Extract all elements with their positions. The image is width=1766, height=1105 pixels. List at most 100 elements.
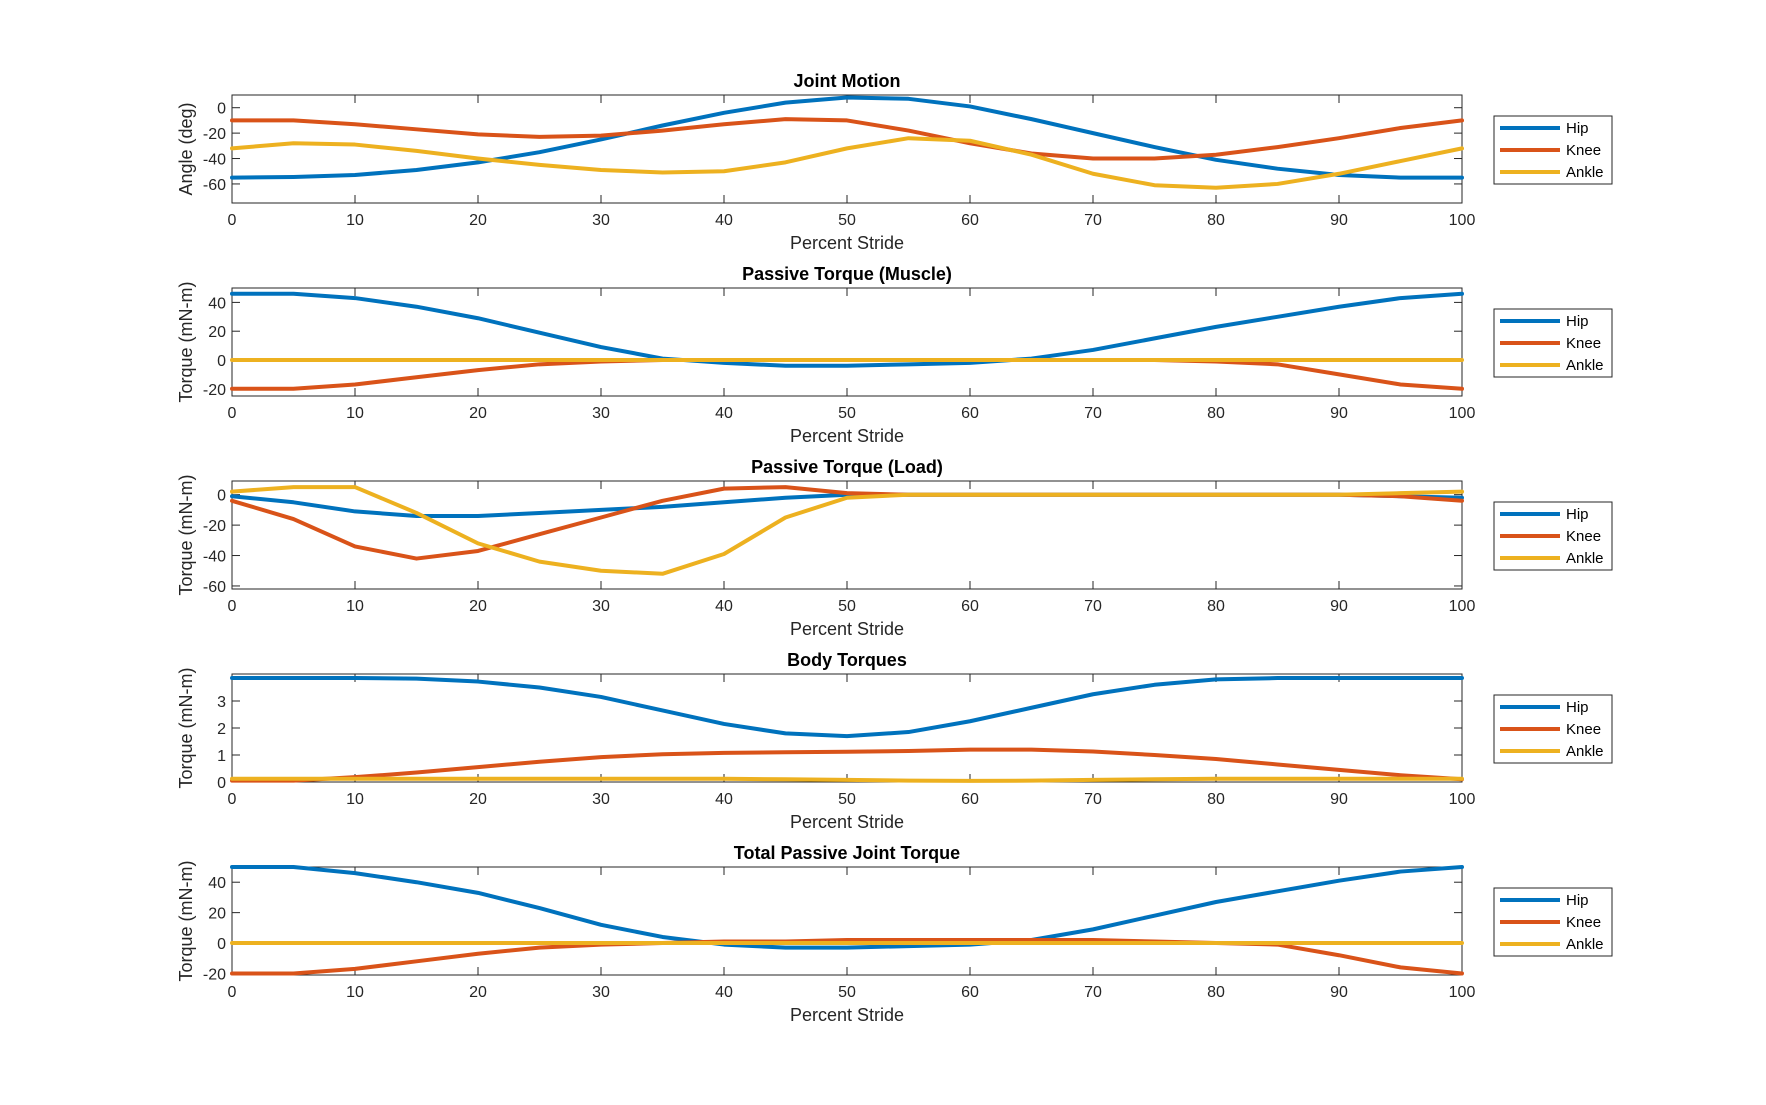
plot-area	[231, 287, 1463, 397]
legend-label: Knee	[1566, 914, 1601, 931]
y-tick-label: 20	[208, 906, 226, 923]
x-tick-label: 90	[1330, 791, 1348, 808]
y-tick-label: 0	[217, 101, 226, 118]
y-axis-label: Torque (mN-m)	[176, 281, 196, 402]
y-axis-label: Torque (mN-m)	[176, 860, 196, 981]
x-tick-label: 80	[1207, 791, 1225, 808]
x-axis-label: Percent Stride	[790, 1005, 904, 1025]
legend: Hip Knee Ankle	[1493, 887, 1613, 957]
x-tick-label: 0	[228, 598, 237, 615]
x-tick-label: 40	[715, 984, 733, 1001]
series-line-ankle	[230, 136, 1464, 190]
x-tick-label: 80	[1207, 598, 1225, 615]
y-tick-label: 2	[217, 721, 226, 738]
y-tick-label: -40	[203, 549, 226, 566]
x-tick-label: 40	[715, 598, 733, 615]
x-tick-label: 10	[346, 212, 364, 229]
x-tick-label: 60	[961, 598, 979, 615]
y-tick-label: 0	[217, 488, 226, 505]
x-tick-label: 50	[838, 405, 856, 422]
subplot-4: 0 10 20 30 40 50 60 70 80 90 100 0 1 2 3 Body Torques Pe…	[176, 650, 1613, 832]
y-tick-label: -40	[203, 152, 226, 169]
x-tick-label: 100	[1449, 405, 1476, 422]
x-tick-label: 90	[1330, 984, 1348, 1001]
y-tick-label: -60	[203, 177, 226, 194]
subplot-1: 0 10 20 30 40 50 60 70 80 90 100 -60 -40 -20 0 Joint Mo…	[176, 71, 1613, 253]
legend-label: Hip	[1566, 313, 1589, 330]
series-line-ankle	[230, 776, 1464, 783]
x-tick-label: 0	[228, 791, 237, 808]
x-tick-label: 70	[1084, 791, 1102, 808]
x-tick-label: 100	[1449, 212, 1476, 229]
y-tick-label: 0	[217, 936, 226, 953]
y-axis-label: Angle (deg)	[176, 102, 196, 195]
x-tick-label: 0	[228, 212, 237, 229]
x-tick-label: 30	[592, 598, 610, 615]
x-tick-label: 20	[469, 791, 487, 808]
x-axis-label: Percent Stride	[790, 233, 904, 253]
x-tick-label: 0	[228, 405, 237, 422]
x-tick-label: 70	[1084, 598, 1102, 615]
legend-label: Ankle	[1566, 164, 1604, 181]
x-tick-label: 30	[592, 405, 610, 422]
legend-label: Ankle	[1566, 743, 1604, 760]
y-tick-label: 40	[208, 295, 226, 312]
x-tick-label: 30	[592, 984, 610, 1001]
legend-label: Ankle	[1566, 357, 1604, 374]
series-line-ankle	[230, 485, 1464, 576]
y-tick-label: -20	[203, 518, 226, 535]
x-tick-label: 70	[1084, 405, 1102, 422]
x-tick-label: 50	[838, 598, 856, 615]
series-line-hip	[230, 95, 1464, 180]
x-tick-label: 50	[838, 791, 856, 808]
x-tick-label: 90	[1330, 405, 1348, 422]
legend-label: Ankle	[1566, 936, 1604, 953]
x-tick-label: 0	[228, 984, 237, 1001]
x-tick-label: 30	[592, 791, 610, 808]
x-tick-label: 70	[1084, 984, 1102, 1001]
y-tick-label: -20	[203, 382, 226, 399]
y-tick-label: -20	[203, 966, 226, 983]
x-tick-label: 80	[1207, 405, 1225, 422]
legend-label: Knee	[1566, 142, 1601, 159]
chart-title: Passive Torque (Muscle)	[742, 264, 952, 284]
x-tick-label: 50	[838, 212, 856, 229]
series-line-hip	[230, 676, 1464, 739]
y-axis-label: Torque (mN-m)	[176, 667, 196, 788]
series-line-hip	[230, 291, 1464, 368]
x-tick-label: 10	[346, 984, 364, 1001]
series-line-knee	[230, 117, 1464, 161]
legend-label: Hip	[1566, 506, 1589, 523]
x-axis-label: Percent Stride	[790, 426, 904, 446]
x-tick-label: 40	[715, 212, 733, 229]
y-axis-label: Torque (mN-m)	[176, 474, 196, 595]
x-tick-label: 100	[1449, 984, 1476, 1001]
chart-title: Body Torques	[787, 650, 907, 670]
x-tick-label: 10	[346, 598, 364, 615]
x-tick-label: 60	[961, 405, 979, 422]
x-tick-label: 80	[1207, 984, 1225, 1001]
subplot-3: 0 10 20 30 40 50 60 70 80 90 100 -60 -40 -20 0 Passive …	[176, 457, 1613, 639]
legend-label: Ankle	[1566, 550, 1604, 567]
y-tick-label: 0	[217, 353, 226, 370]
y-tick-label: 3	[217, 694, 226, 711]
x-axis-label: Percent Stride	[790, 619, 904, 639]
y-tick-label: 1	[217, 748, 226, 765]
x-tick-label: 50	[838, 984, 856, 1001]
x-tick-label: 40	[715, 791, 733, 808]
x-tick-label: 20	[469, 598, 487, 615]
x-tick-label: 10	[346, 791, 364, 808]
x-tick-label: 90	[1330, 598, 1348, 615]
x-tick-label: 20	[469, 212, 487, 229]
series-line-knee	[230, 747, 1464, 783]
x-tick-label: 20	[469, 405, 487, 422]
legend: Hip Knee Ankle	[1493, 115, 1613, 185]
y-tick-label: -60	[203, 579, 226, 596]
y-tick-label: 40	[208, 875, 226, 892]
x-tick-label: 60	[961, 791, 979, 808]
x-tick-label: 90	[1330, 212, 1348, 229]
y-tick-label: 20	[208, 324, 226, 341]
